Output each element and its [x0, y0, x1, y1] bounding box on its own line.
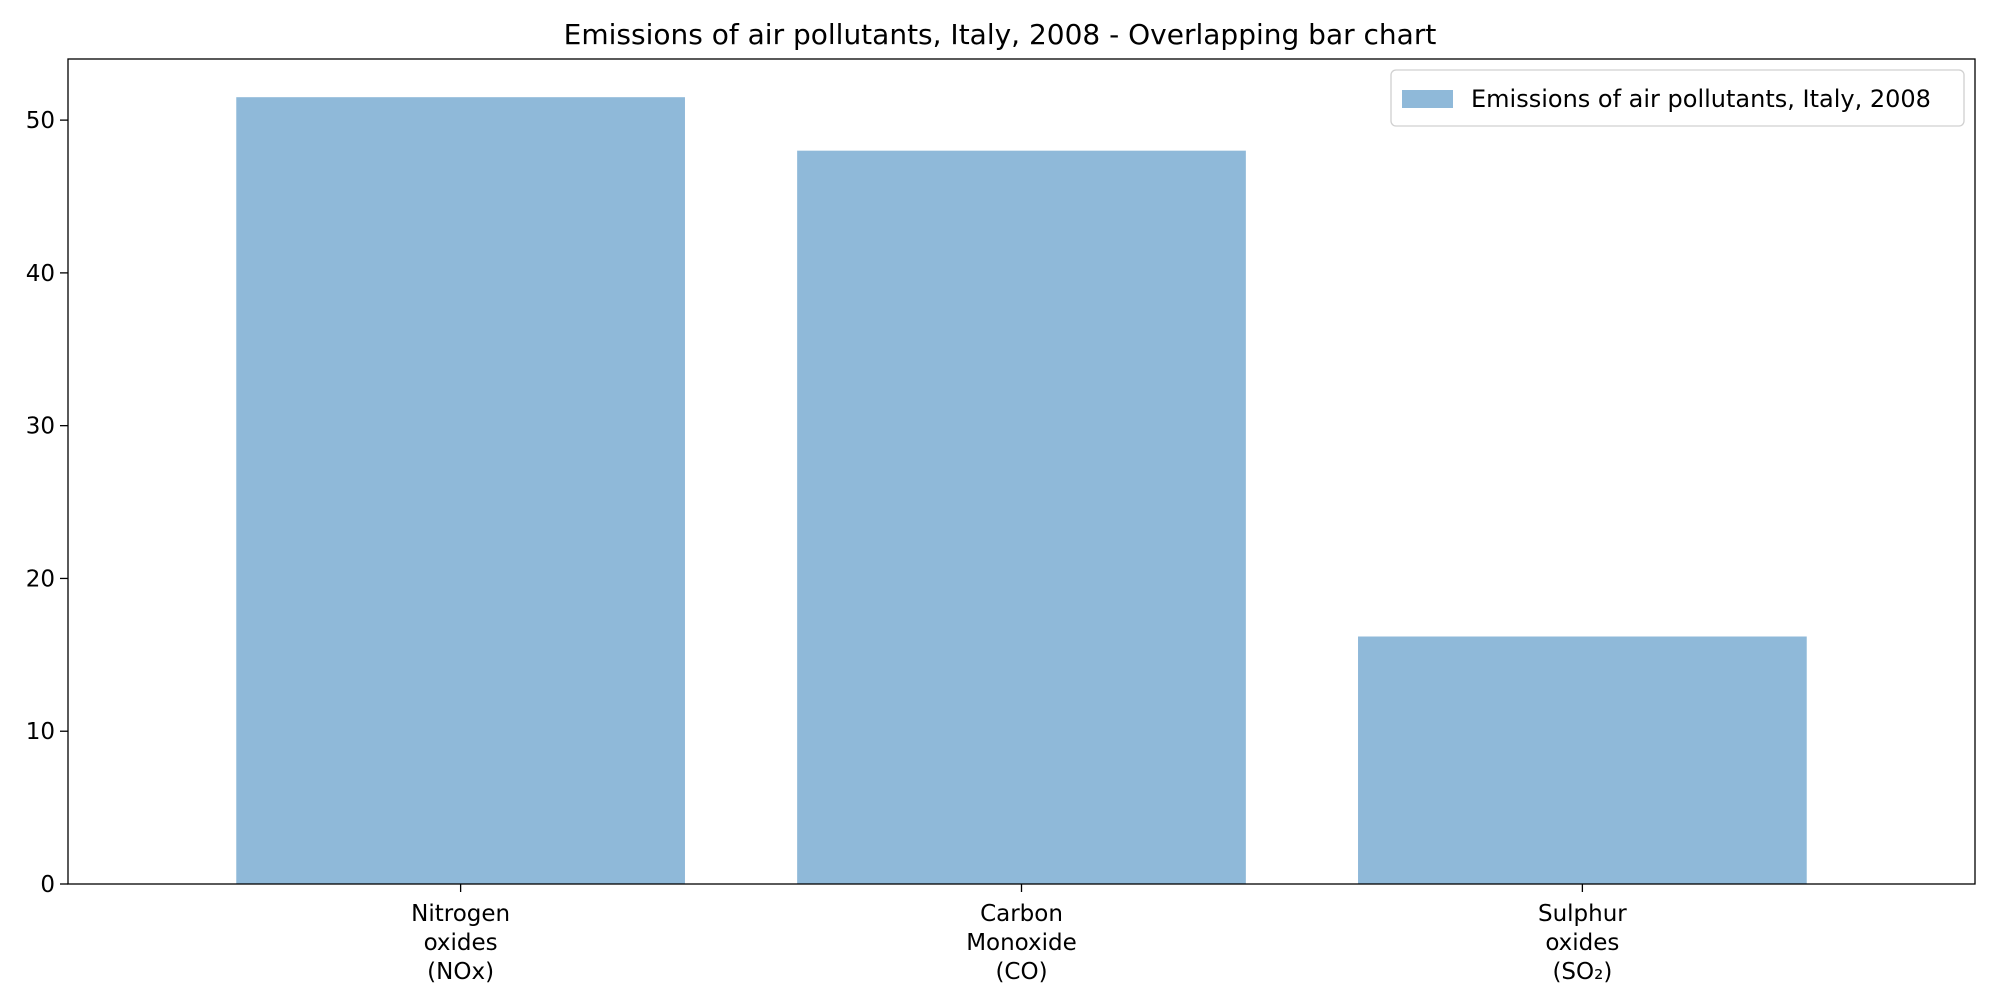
y-tick-label: 0 [40, 872, 55, 898]
y-tick-label: 30 [26, 414, 55, 440]
bars-layer [236, 97, 1807, 884]
bar [1358, 636, 1807, 884]
y-tick-label: 40 [26, 261, 55, 287]
legend-box [1390, 69, 1965, 127]
y-tick-label: 10 [26, 719, 55, 745]
y-axis: 0 10 20 30 40 50 [26, 108, 68, 898]
bar [236, 97, 685, 884]
x-tick-label: Carbon Monoxide (CO) [966, 901, 1077, 985]
x-tick-label: Sulphur oxides (SO₂) [1538, 901, 1627, 985]
x-axis: Nitrogen oxides (NOx) Carbon Monoxide (CO) Sul… [411, 884, 1627, 985]
y-tick-label: 50 [26, 108, 55, 134]
chart-title: Emissions of air pollutants, Italy, 2008… [563, 18, 1437, 51]
y-tick-label: 20 [26, 566, 55, 592]
legend-label: Emissions of air pollutants, Italy, 2008 [1471, 85, 1931, 113]
x-tick-label: Nitrogen oxides (NOx) [411, 901, 510, 985]
legend[interactable]: Emissions of air pollutants, Italy, 2008 [1390, 69, 1965, 127]
bar [797, 150, 1246, 884]
legend-swatch [1402, 90, 1453, 108]
